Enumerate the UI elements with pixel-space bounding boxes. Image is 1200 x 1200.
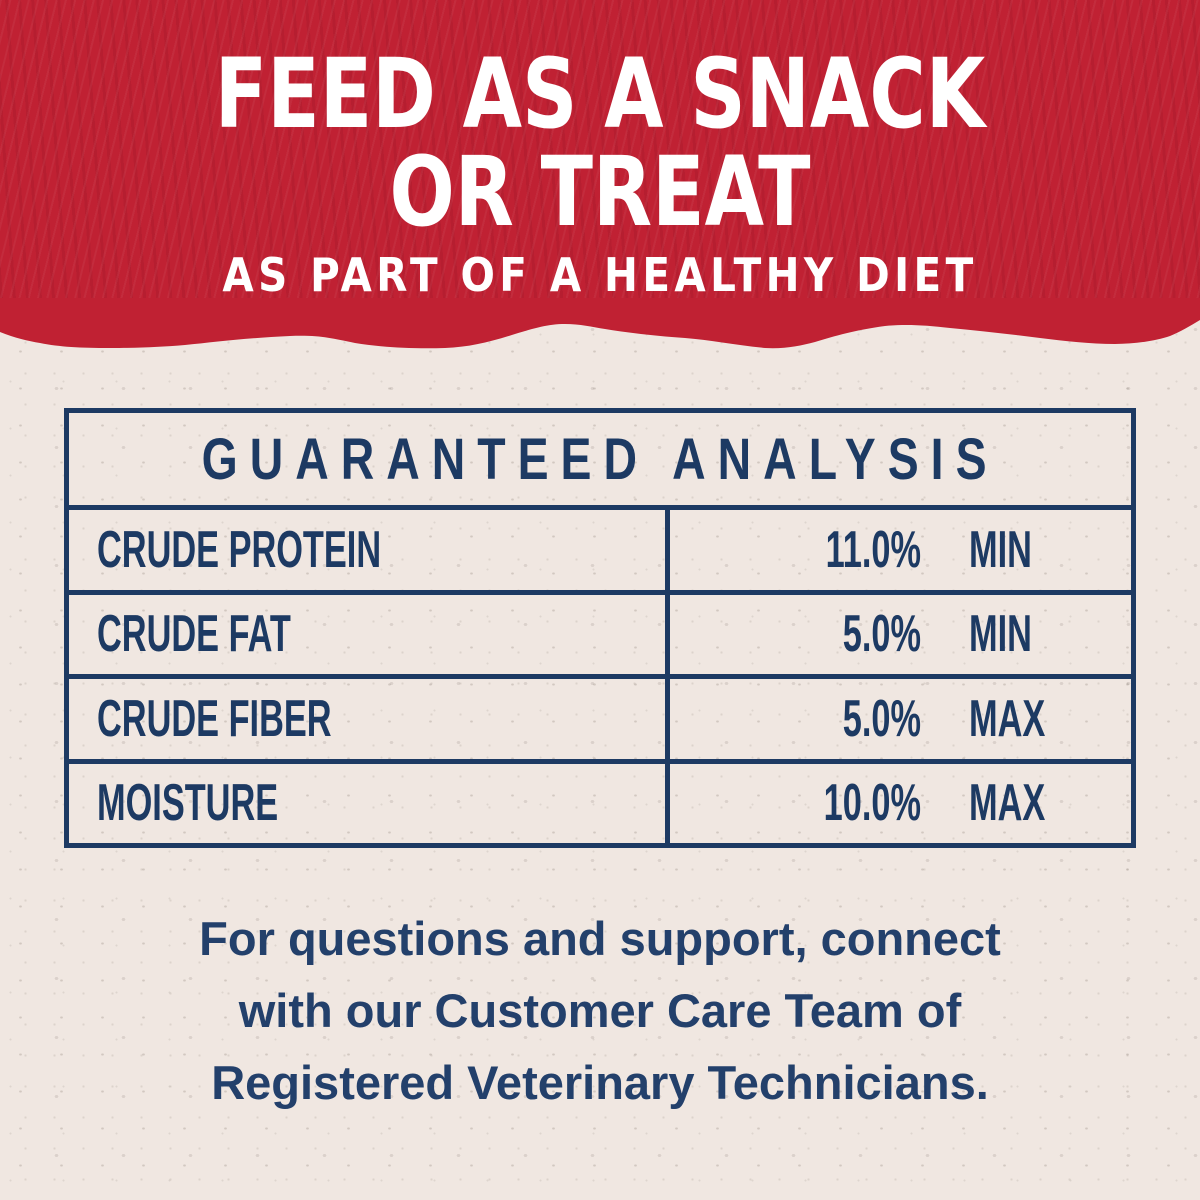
table-row-crude-fat: CRUDE FAT 5.0% MIN: [69, 589, 1131, 675]
nutrient-value: 11.0%: [825, 520, 921, 579]
nutrient-name: MOISTURE: [97, 774, 279, 833]
customer-support-note: For questions and support, connect with …: [0, 903, 1200, 1119]
support-line-1: For questions and support, connect: [199, 912, 1001, 965]
table-row-moisture: MOISTURE 10.0% MAX: [69, 758, 1131, 844]
banner-subheadline: AS PART OF A HEALTHY DIET: [222, 248, 978, 302]
support-line-3: Registered Veterinary Technicians.: [211, 1056, 989, 1109]
nutrient-qualifier: MIN: [969, 605, 1032, 664]
nutrient-value-cell: 5.0% MAX: [670, 679, 1131, 759]
nutrient-name: CRUDE PROTEIN: [97, 520, 382, 579]
banner-headline-line2: OR TREAT: [389, 136, 811, 248]
banner-torn-edge: [0, 298, 1200, 349]
guaranteed-analysis-table: GUARANTEED ANALYSIS CRUDE PROTEIN 11.0% …: [64, 408, 1136, 848]
analysis-table-header: GUARANTEED ANALYSIS: [69, 413, 1131, 505]
support-line-2: with our Customer Care Team of: [238, 984, 962, 1037]
banner-headline-line1: FEED AS A SNACK: [214, 38, 986, 150]
nutrient-name-cell: CRUDE PROTEIN: [69, 510, 670, 590]
nutrient-qualifier: MIN: [969, 520, 1032, 579]
feeding-banner: FEED AS A SNACK OR TREAT AS PART OF A HE…: [0, 0, 1200, 302]
table-row-crude-fiber: CRUDE FIBER 5.0% MAX: [69, 674, 1131, 759]
nutrient-value-cell: 10.0% MAX: [670, 764, 1131, 844]
nutrient-name: CRUDE FAT: [97, 605, 291, 664]
nutrient-name: CRUDE FIBER: [97, 689, 332, 748]
analysis-table-title: GUARANTEED ANALYSIS: [201, 426, 999, 492]
table-row-crude-protein: CRUDE PROTEIN 11.0% MIN: [69, 505, 1131, 590]
nutrient-name-cell: MOISTURE: [69, 763, 670, 843]
nutrient-value-cell: 11.0% MIN: [670, 510, 1131, 590]
nutrient-qualifier: MAX: [969, 689, 1046, 748]
nutrient-qualifier: MAX: [969, 774, 1046, 833]
nutrient-value: 5.0%: [842, 689, 921, 748]
nutrient-name-cell: CRUDE FAT: [69, 594, 670, 674]
nutrient-value: 10.0%: [823, 774, 921, 833]
nutrient-value: 5.0%: [842, 605, 921, 664]
nutrient-name-cell: CRUDE FIBER: [69, 679, 670, 759]
nutrient-value-cell: 5.0% MIN: [670, 595, 1131, 675]
